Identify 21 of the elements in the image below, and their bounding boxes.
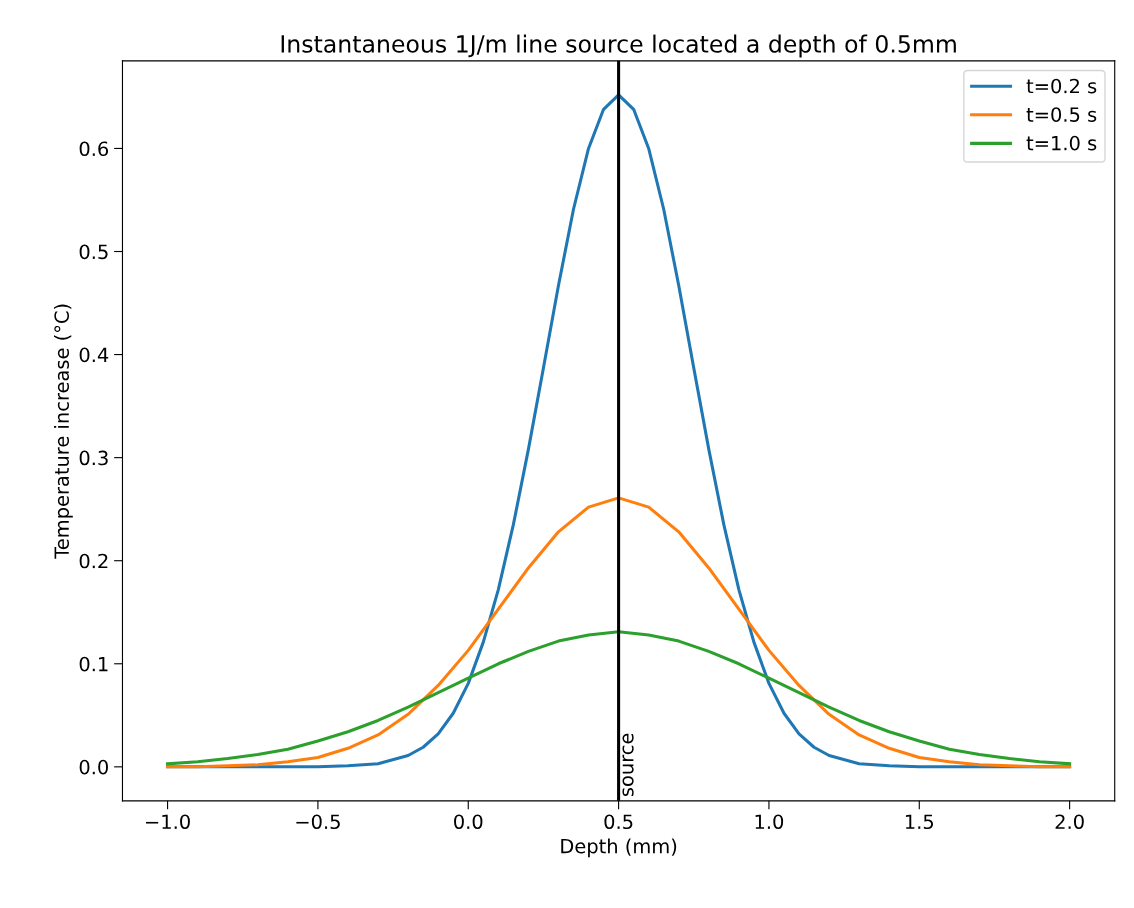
x-tick-label: 0.5 — [604, 814, 633, 830]
x-axis-title: Depth (mm) — [561, 838, 677, 858]
x-tick-label: 2.0 — [1055, 814, 1084, 830]
y-tick-label: 0.1 — [79, 656, 108, 672]
legend-label: t=0.2 s — [1026, 78, 1097, 94]
y-tick-label: 0.6 — [79, 141, 109, 157]
x-tick-label: 1.0 — [755, 814, 784, 830]
legend-label: t=0.5 s — [1026, 107, 1097, 122]
y-tick-label: 0.2 — [79, 553, 108, 569]
y-tick-label: 0.4 — [79, 347, 109, 363]
x-tick-label: 1.5 — [905, 814, 934, 830]
legend-label: t=1.0 s — [1026, 135, 1097, 151]
y-tick-label: 0.3 — [79, 450, 108, 466]
y-tick-label: 0.5 — [79, 244, 108, 260]
x-tick-label: −1.0 — [146, 814, 190, 830]
chart-title: Instantaneous 1J/m line source located a depth of 0.5mm — [281, 34, 956, 58]
y-axis-title: Temperature increase (°C) — [53, 304, 73, 559]
x-tick-label: 0.0 — [454, 814, 483, 830]
x-tick-label: −0.5 — [296, 814, 340, 830]
y-tick-label: 0.0 — [79, 759, 108, 775]
ref-line-label: source — [622, 733, 634, 797]
